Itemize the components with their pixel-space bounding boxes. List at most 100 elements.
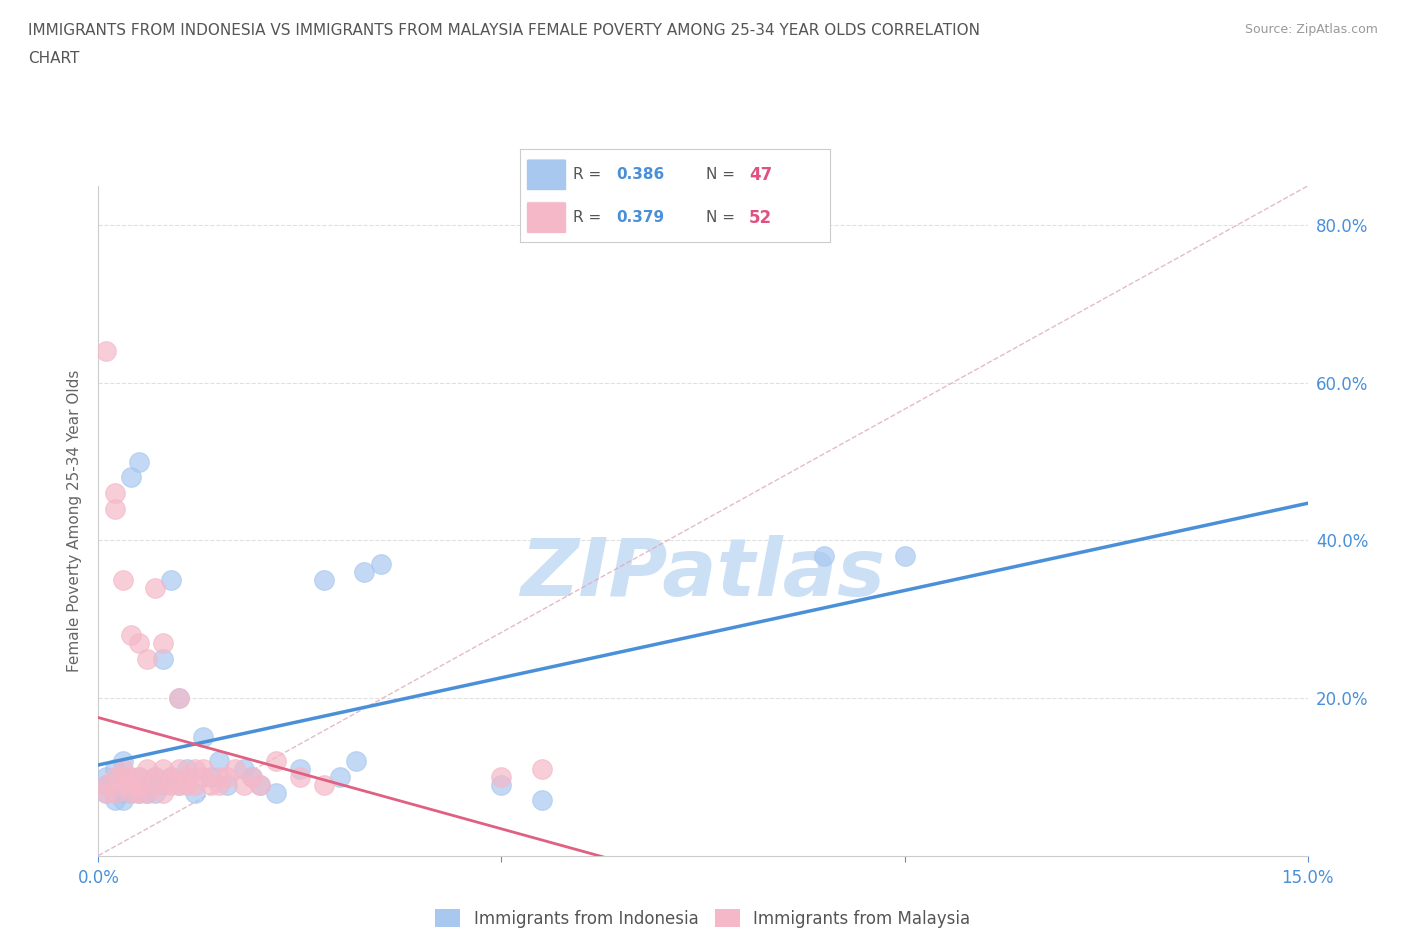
Point [135,651,157,666]
Point [96,777,118,792]
Point [329,769,352,784]
Point [232,762,254,777]
Point [111,769,134,784]
Point [96,344,118,359]
Text: R =: R = [572,167,606,182]
Point [167,691,190,706]
Point [208,777,231,792]
Point [193,730,215,745]
Point [530,793,553,808]
Text: IMMIGRANTS FROM INDONESIA VS IMMIGRANTS FROM MALAYSIA FEMALE POVERTY AMONG 25-34: IMMIGRANTS FROM INDONESIA VS IMMIGRANTS … [28,23,980,38]
Point [491,777,513,792]
Point [264,785,287,800]
Point [103,777,125,792]
Point [152,785,174,800]
Point [184,785,207,800]
Point [491,769,513,784]
Text: 0.386: 0.386 [616,167,665,182]
Point [167,762,190,777]
Point [111,785,134,800]
Point [314,573,336,588]
Text: 52: 52 [749,208,772,227]
Point [288,762,311,777]
Point [224,762,246,777]
Point [143,769,166,784]
Point [135,777,157,792]
Point [152,635,174,650]
Point [288,769,311,784]
Point [103,785,125,800]
Point [120,777,142,792]
Point [128,785,150,800]
Point [111,753,134,768]
Y-axis label: Female Poverty Among 25-34 Year Olds: Female Poverty Among 25-34 Year Olds [67,369,83,672]
Point [344,753,367,768]
Point [128,454,150,469]
Point [160,769,183,784]
FancyBboxPatch shape [526,159,567,191]
Point [135,762,157,777]
Point [96,769,118,784]
Point [103,793,125,808]
Point [120,777,142,792]
Point [314,777,336,792]
Point [176,762,198,777]
Text: R =: R = [572,210,606,225]
Legend: Immigrants from Indonesia, Immigrants from Malaysia: Immigrants from Indonesia, Immigrants fr… [429,903,977,930]
Point [353,565,375,579]
Point [111,777,134,792]
Point [152,777,174,792]
Point [120,785,142,800]
Point [111,573,134,588]
Point [120,628,142,643]
Point [813,549,835,564]
Point [128,785,150,800]
Point [128,769,150,784]
Point [152,762,174,777]
Point [160,769,183,784]
Point [167,691,190,706]
Point [193,769,215,784]
Point [232,777,254,792]
Point [184,777,207,792]
Point [893,549,915,564]
Point [176,769,198,784]
Point [111,769,134,784]
Text: 0.379: 0.379 [616,210,664,225]
Point [128,777,150,792]
Point [160,573,183,588]
Point [111,793,134,808]
Text: CHART: CHART [28,51,80,66]
Point [184,762,207,777]
Point [152,651,174,666]
Point [128,769,150,784]
Point [103,501,125,516]
Point [143,785,166,800]
Point [103,762,125,777]
Point [103,485,125,500]
Point [103,769,125,784]
Point [96,785,118,800]
Point [249,777,271,792]
Point [264,753,287,768]
Point [143,580,166,595]
Point [240,769,263,784]
Point [370,557,392,572]
Point [176,777,198,792]
Point [120,785,142,800]
Point [96,785,118,800]
Point [208,769,231,784]
Point [200,769,222,784]
Point [96,777,118,792]
Point [193,762,215,777]
Point [143,777,166,792]
Point [120,769,142,784]
Point [530,762,553,777]
Point [135,785,157,800]
Point [160,777,183,792]
Point [167,777,190,792]
Point [249,777,271,792]
Text: ZIPatlas: ZIPatlas [520,536,886,614]
Point [111,762,134,777]
Point [208,753,231,768]
